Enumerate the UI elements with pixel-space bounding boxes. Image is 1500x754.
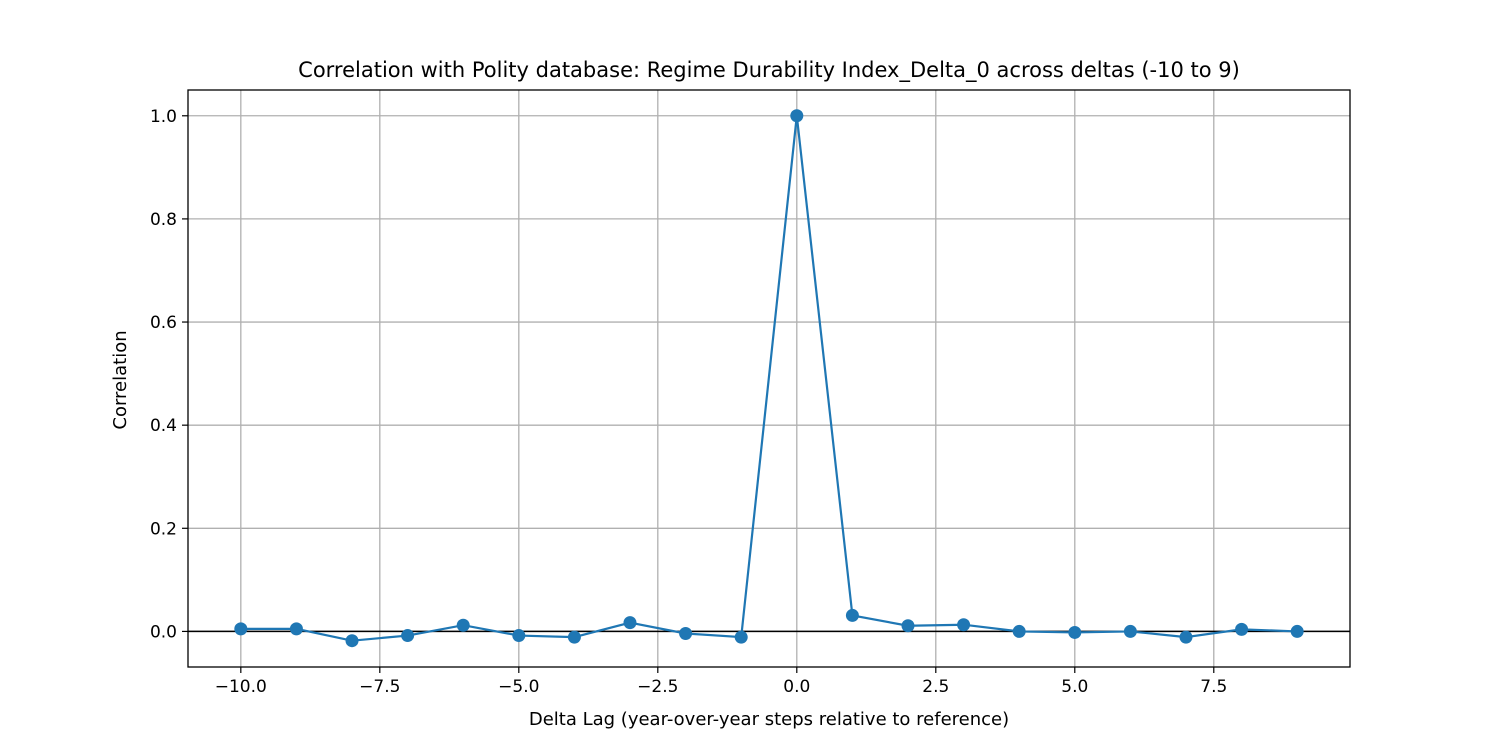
data-point — [512, 629, 526, 643]
y-tick-label: 1.0 — [150, 107, 177, 127]
y-tick-label: 0.6 — [150, 313, 177, 333]
data-point — [234, 622, 248, 636]
x-tick-label: 7.5 — [1200, 677, 1227, 697]
x-tick-label: 0.0 — [783, 677, 810, 697]
data-point — [679, 626, 693, 640]
x-tick-label: −2.5 — [637, 677, 678, 697]
data-point — [345, 634, 359, 648]
y-axis-label: Correlation — [110, 330, 131, 429]
x-tick-label: 2.5 — [922, 677, 949, 697]
chart-title: Correlation with Polity database: Regime… — [298, 58, 1240, 83]
data-point — [1068, 625, 1082, 639]
series-line — [240, 115, 1298, 642]
data-point — [289, 622, 303, 636]
x-tick-label: 5.0 — [1061, 677, 1088, 697]
data-point — [1012, 624, 1026, 638]
data-point — [957, 618, 971, 632]
y-tick-label: 0.0 — [150, 622, 177, 642]
y-tick-label: 0.2 — [150, 519, 177, 539]
grid — [188, 90, 1350, 667]
data-point — [1235, 622, 1249, 636]
data-point — [567, 630, 581, 644]
data-point — [456, 618, 470, 632]
data-point — [1290, 624, 1304, 638]
x-tick-label: −7.5 — [359, 677, 400, 697]
series-layer — [234, 109, 1304, 648]
data-points — [234, 109, 1304, 648]
data-point — [790, 109, 804, 123]
data-point — [623, 616, 637, 630]
data-point — [401, 629, 415, 643]
data-point — [845, 608, 859, 622]
data-point — [1179, 630, 1193, 644]
data-point — [1123, 624, 1137, 638]
data-point — [901, 619, 915, 633]
y-tick-label: 0.8 — [150, 210, 177, 230]
x-tick-label: −10.0 — [215, 677, 267, 697]
x-tick-label: −5.0 — [498, 677, 539, 697]
x-axis-ticks: −10.0 −7.5 −5.0 −2.5 0.0 2.5 5.0 7.5 — [215, 667, 1227, 697]
y-axis-ticks: 0.0 0.2 0.4 0.6 0.8 1.0 — [150, 107, 188, 642]
x-axis-label: Delta Lag (year-over-year steps relative… — [529, 709, 1009, 730]
plot-frame — [187, 89, 1351, 668]
y-tick-label: 0.4 — [150, 416, 177, 436]
data-point — [734, 630, 748, 644]
